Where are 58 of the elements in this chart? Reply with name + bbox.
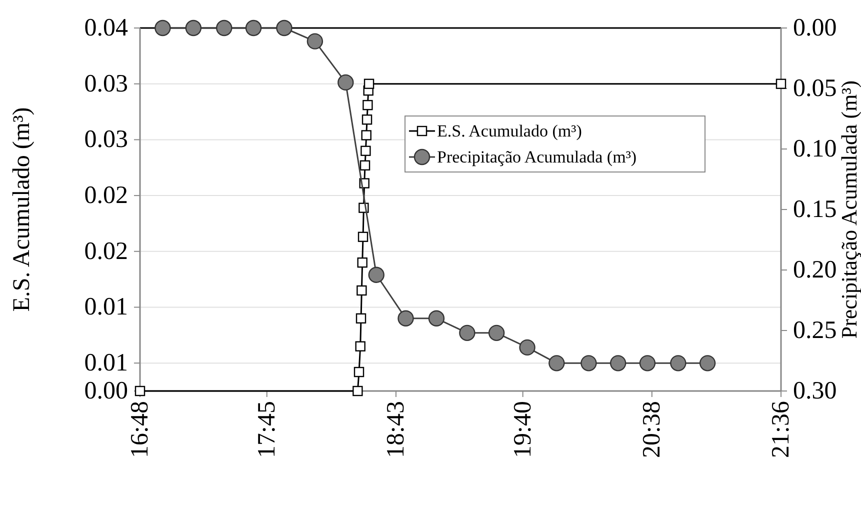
point [356,313,366,324]
y-tick-label: 0.03 [84,126,128,154]
y2-tick-label: 0.15 [793,196,837,223]
y2-tick-label: 0.10 [793,136,837,162]
point [368,266,384,283]
y-tick-label: 0.03 [84,70,128,98]
x-tick-label: 20:38 [638,401,666,458]
point [360,146,371,156]
point [519,339,536,356]
point [360,160,370,170]
y-tick-label: 0.04 [84,14,128,42]
y2-tick-label: 0.30 [793,378,837,404]
y-tick-label: 0.00 [84,378,128,404]
y-tick-label: 0.02 [84,182,128,210]
point [776,78,786,89]
y2-tick-label: 0.05 [793,75,837,102]
x-tick-label: 21:36 [768,401,794,458]
point [276,20,292,36]
y-tick-label: 0.02 [84,238,128,265]
y2-tick-label: 0.25 [793,317,837,344]
point [364,78,374,89]
point [428,310,445,326]
x-tick-label: 16:48 [126,401,154,458]
y-tick-label: 0.01 [84,350,128,377]
point [245,20,262,36]
y2-tick-label: 0.00 [793,14,837,42]
point [354,366,364,378]
point [154,20,171,36]
point [185,20,202,36]
point [639,355,656,372]
y-tick-label: 0.01 [84,294,128,321]
point [670,355,686,372]
legend-label: Precipitação Acumulada (m³) [437,148,637,166]
point [362,100,373,110]
point [306,33,324,50]
x-tick-label: 17:45 [253,401,280,458]
x-tick-label: 19:40 [509,401,536,458]
y2-axis-title: Precipitação Acumulada (m³) [836,80,861,339]
point [398,310,414,326]
y2-tick-label: 0.20 [793,256,837,284]
x-tick-label: 18:43 [382,401,410,458]
point [699,355,716,372]
point [352,386,363,396]
point [488,324,505,342]
point [361,130,372,140]
legend-label: E.S. Acumulado (m³) [437,122,582,140]
point [356,285,367,296]
point [580,355,597,372]
point [358,232,368,242]
point [338,74,354,91]
point [610,355,626,372]
point [355,341,366,352]
point [357,257,368,268]
y-axis-title: E.S. Acumulado (m³) [9,107,35,312]
point [362,114,372,125]
point [459,324,476,342]
point [216,20,232,36]
point [548,355,565,372]
